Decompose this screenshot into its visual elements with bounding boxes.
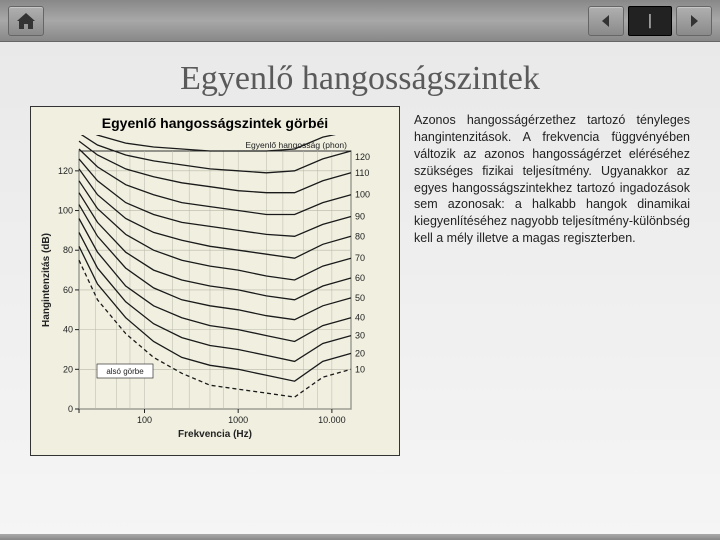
svg-text:20: 20 (355, 348, 365, 358)
svg-text:1000: 1000 (228, 415, 248, 425)
svg-text:Frekvencia (Hz): Frekvencia (Hz) (178, 429, 252, 440)
svg-text:80: 80 (355, 231, 365, 241)
svg-text:110: 110 (355, 168, 369, 178)
description-text: Azonos hangosságérzethez tartozó tényleg… (414, 106, 690, 247)
svg-text:50: 50 (355, 293, 365, 303)
svg-text:70: 70 (355, 253, 365, 263)
chart-svg: 10 20 30 40 50 60 70 80 90 100 110 120 0 20 40 60 80 100 1… (37, 135, 395, 441)
presentation-toolbar: | (0, 0, 720, 42)
svg-text:40: 40 (63, 325, 73, 335)
slide-title: Egyenlő hangosságszintek (30, 60, 690, 98)
svg-text:20: 20 (63, 364, 73, 374)
equal-loudness-chart: Egyenlő hangosságszintek görbéi 10 20 30 40… (30, 106, 400, 456)
prev-slide-button[interactable] (588, 6, 624, 36)
svg-text:60: 60 (355, 273, 365, 283)
home-icon (17, 13, 35, 29)
svg-text:30: 30 (355, 331, 365, 341)
slide-content: Egyenlő hangosságszintek Egyenlő hangoss… (0, 42, 720, 540)
svg-text:40: 40 (355, 313, 365, 323)
svg-text:80: 80 (63, 245, 73, 255)
svg-text:100: 100 (355, 190, 370, 200)
svg-text:100: 100 (58, 206, 73, 216)
svg-text:90: 90 (355, 211, 365, 221)
svg-text:Hangintenzitás (dB): Hangintenzitás (dB) (41, 233, 52, 327)
chart-title: Egyenlő hangosságszintek görbéi (37, 115, 393, 131)
svg-text:10: 10 (355, 364, 365, 374)
svg-text:60: 60 (63, 285, 73, 295)
next-icon (687, 14, 701, 28)
svg-text:0: 0 (68, 404, 73, 414)
svg-text:120: 120 (58, 166, 73, 176)
svg-text:alsó görbe: alsó görbe (106, 367, 144, 376)
svg-text:10.000: 10.000 (318, 415, 346, 425)
home-button[interactable] (8, 6, 44, 36)
svg-text:100: 100 (137, 415, 152, 425)
svg-text:Egyenlő hangosság (phon): Egyenlő hangosság (phon) (245, 140, 347, 150)
prev-icon (599, 14, 613, 28)
next-slide-button[interactable] (676, 6, 712, 36)
footer-bar (0, 534, 720, 540)
slide-counter: | (628, 6, 672, 36)
svg-text:120: 120 (355, 152, 370, 162)
